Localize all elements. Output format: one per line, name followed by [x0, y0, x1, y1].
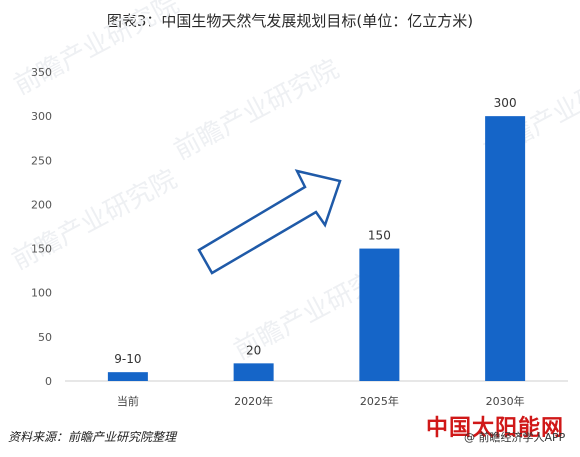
y-tick-label: 0 — [45, 375, 52, 388]
source-note: 资料来源：前瞻产业研究院整理 — [8, 430, 177, 444]
bar — [485, 116, 526, 382]
x-tick-label: 2020年 — [234, 394, 273, 408]
data-label: 300 — [494, 96, 517, 110]
x-tick-label: 2030年 — [486, 394, 525, 408]
y-axis-ticks: 0 50 100 150 200 250 300 350 — [31, 66, 52, 388]
y-tick-label: 200 — [31, 198, 52, 211]
x-tick-label: 2025年 — [360, 394, 399, 408]
chart-title: 图表3：中国生物天然气发展规划目标(单位：亿立方米) — [106, 12, 474, 30]
y-tick-label: 150 — [31, 243, 52, 256]
data-label: 20 — [246, 343, 261, 357]
trend-arrow-icon — [197, 169, 342, 275]
brand-logo-text: 中国太阳能网 — [426, 416, 565, 441]
bar — [233, 363, 274, 381]
bars — [107, 116, 526, 382]
bar — [107, 372, 148, 381]
x-axis-labels: 当前 2020年 2025年 2030年 — [117, 394, 525, 408]
y-tick-label: 350 — [31, 66, 52, 79]
y-tick-label: 250 — [31, 154, 52, 167]
x-tick-label: 当前 — [117, 394, 139, 408]
y-tick-label: 100 — [31, 287, 52, 300]
data-labels: 9-10 20 150 300 — [114, 96, 516, 366]
y-tick-label: 300 — [31, 110, 52, 123]
data-label: 150 — [368, 229, 391, 243]
y-tick-label: 50 — [38, 331, 52, 344]
app-credit: @ 前瞻经济学人APP — [464, 431, 566, 444]
watermark-text: 前瞻产业研究院 — [169, 54, 344, 166]
watermark-text: 前瞻产业研究院 — [7, 164, 182, 276]
data-label: 9-10 — [114, 352, 141, 366]
bar — [359, 248, 400, 381]
watermark-text: 前瞻产业研究院 — [9, 0, 184, 101]
